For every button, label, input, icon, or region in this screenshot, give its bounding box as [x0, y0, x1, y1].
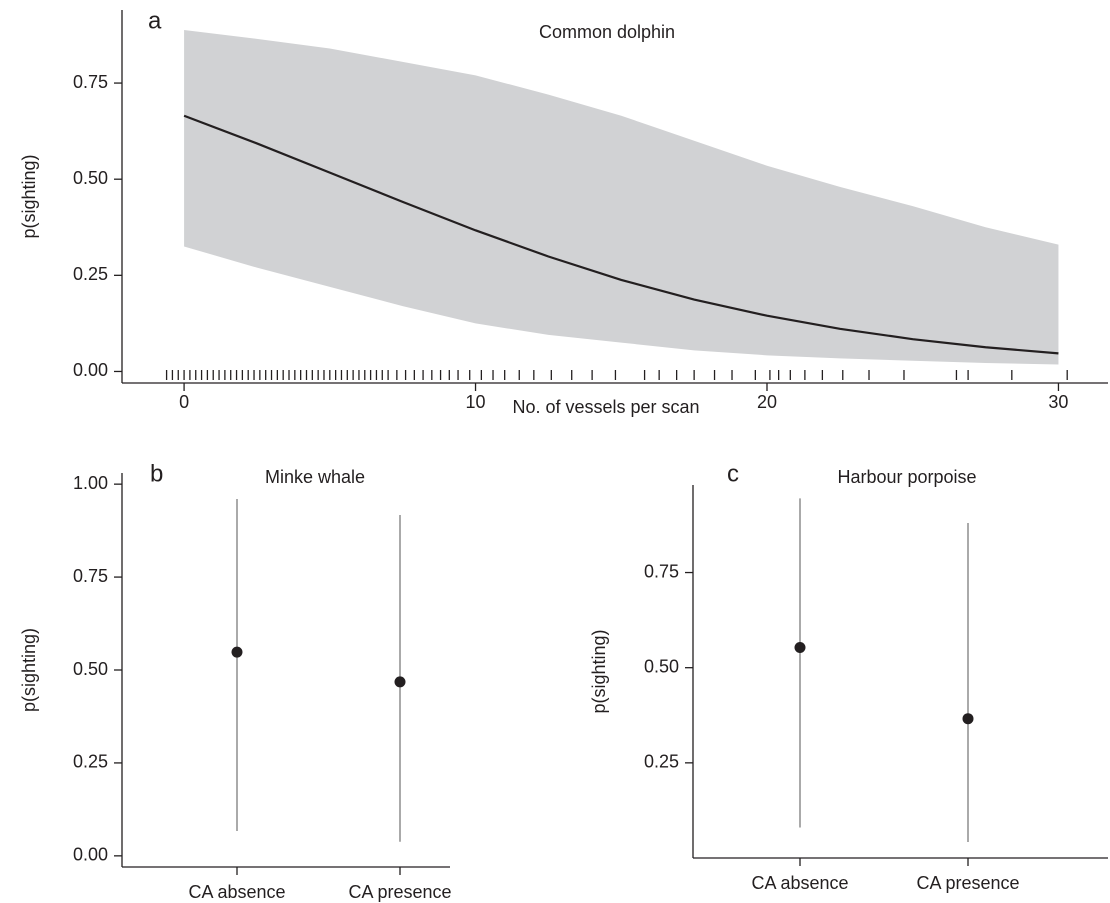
panel-letter: a — [148, 7, 162, 34]
y-axis-label: p(sighting) — [19, 154, 39, 238]
y-tick-label: 0.25 — [73, 752, 108, 772]
y-tick-label: 0.50 — [644, 656, 679, 676]
y-tick-label: 0.00 — [73, 845, 108, 865]
y-tick-label: 1.00 — [73, 473, 108, 493]
confidence-band — [184, 29, 1059, 365]
x-tick-label: 20 — [757, 392, 777, 412]
y-axis-label: p(sighting) — [589, 629, 609, 713]
x-axis-label: No. of vessels per scan — [512, 397, 699, 417]
y-tick-label: 0.25 — [644, 752, 679, 772]
panel-title: Harbour porpoise — [837, 467, 976, 487]
point — [394, 676, 406, 688]
x-tick-label: CA absence — [188, 882, 285, 902]
y-tick-label: 0.00 — [73, 360, 108, 380]
panel-title: Common dolphin — [539, 22, 675, 42]
point — [962, 713, 974, 725]
panel-title: Minke whale — [265, 467, 365, 487]
point — [231, 646, 243, 658]
y-tick-label: 0.75 — [73, 566, 108, 586]
panel-letter: b — [150, 460, 163, 487]
x-tick-label: 0 — [179, 392, 189, 412]
x-tick-label: CA absence — [751, 873, 848, 893]
x-tick-label: 10 — [466, 392, 486, 412]
fit-line — [183, 114, 1059, 355]
y-tick-label: 0.50 — [73, 659, 108, 679]
x-tick-label: CA presence — [348, 882, 451, 902]
y-tick-label: 0.75 — [644, 561, 679, 581]
x-tick-label: CA presence — [916, 873, 1019, 893]
point — [794, 642, 806, 654]
y-tick-label: 0.75 — [73, 72, 108, 92]
panel-letter: c — [727, 460, 739, 487]
x-tick-label: 30 — [1048, 392, 1068, 412]
y-tick-label: 0.25 — [73, 264, 108, 284]
y-tick-label: 0.50 — [73, 168, 108, 188]
y-axis-label: p(sighting) — [19, 628, 39, 712]
